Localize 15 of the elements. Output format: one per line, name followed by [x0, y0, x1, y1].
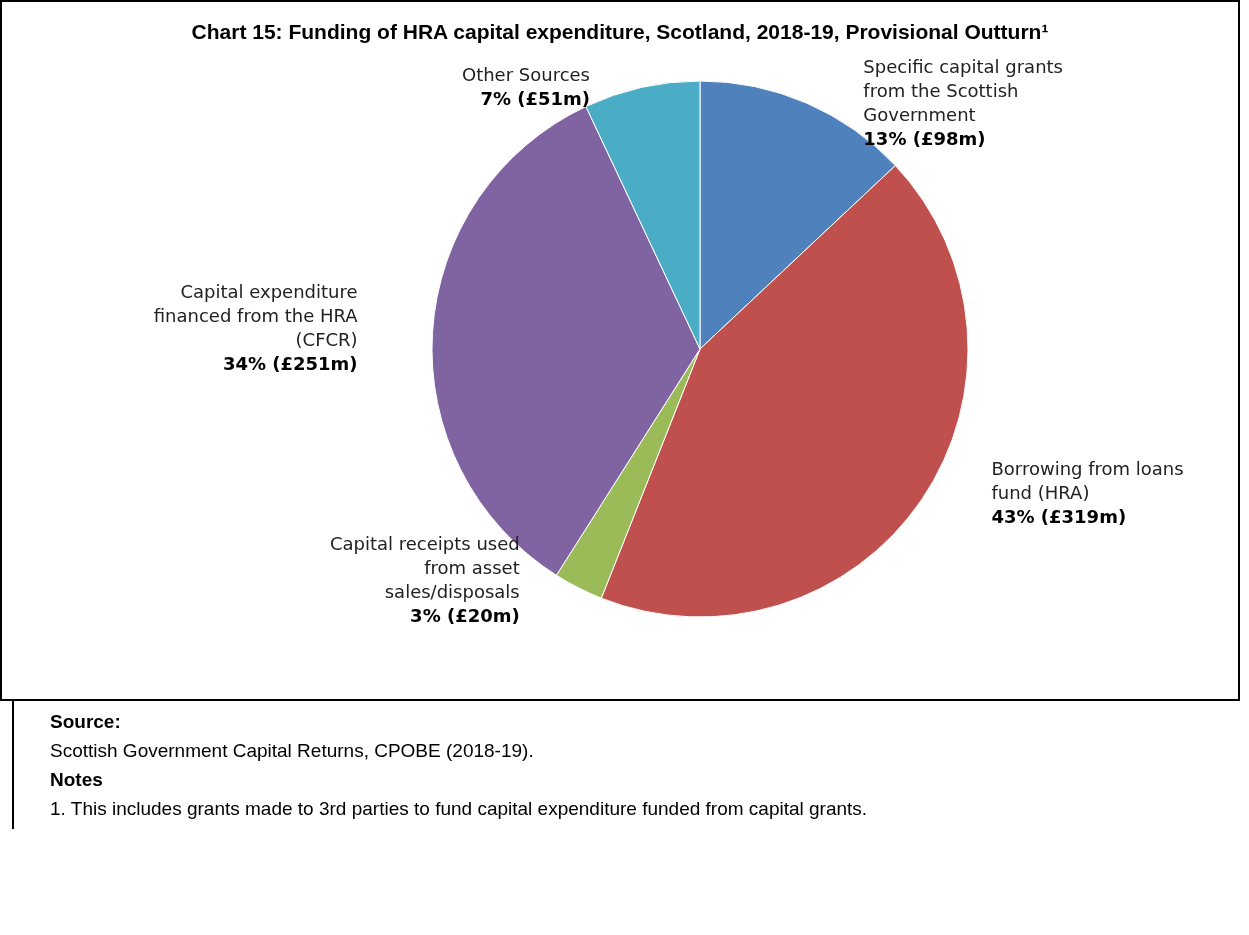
slice-label: Specific capital grants from the Scottish Government	[863, 55, 1064, 125]
chart-title: Chart 15: Funding of HRA capital expenditure, Scotland, 2018-19, Provisional Outturn¹	[191, 20, 1049, 43]
data-label: 3% (£20m)	[410, 605, 520, 627]
slice-label: Capital receipts used from asset sales/disposals	[329, 533, 520, 603]
source-note: Source:	[50, 710, 122, 734]
slice-label: Borrowing from loans fund (HRA)	[991, 458, 1184, 504]
text: Scottish Government Capital Returns, CPOBE (2018-19).	[50, 739, 535, 763]
slice-label: Other Sources	[461, 64, 590, 86]
text: 1. This includes grants made to 3rd parties to fund capital expenditure funded from capital grants.	[50, 797, 869, 821]
text: Notes	[50, 768, 104, 792]
data-label: 7% (£51m)	[480, 88, 590, 110]
data-label: 13% (£98m)	[863, 127, 986, 149]
data-label: 43% (£319m)	[991, 506, 1127, 528]
slice-label: Capital expenditure financed from the HRA (CFCR)	[153, 281, 359, 351]
data-label: 34% (£251m)	[222, 353, 358, 375]
